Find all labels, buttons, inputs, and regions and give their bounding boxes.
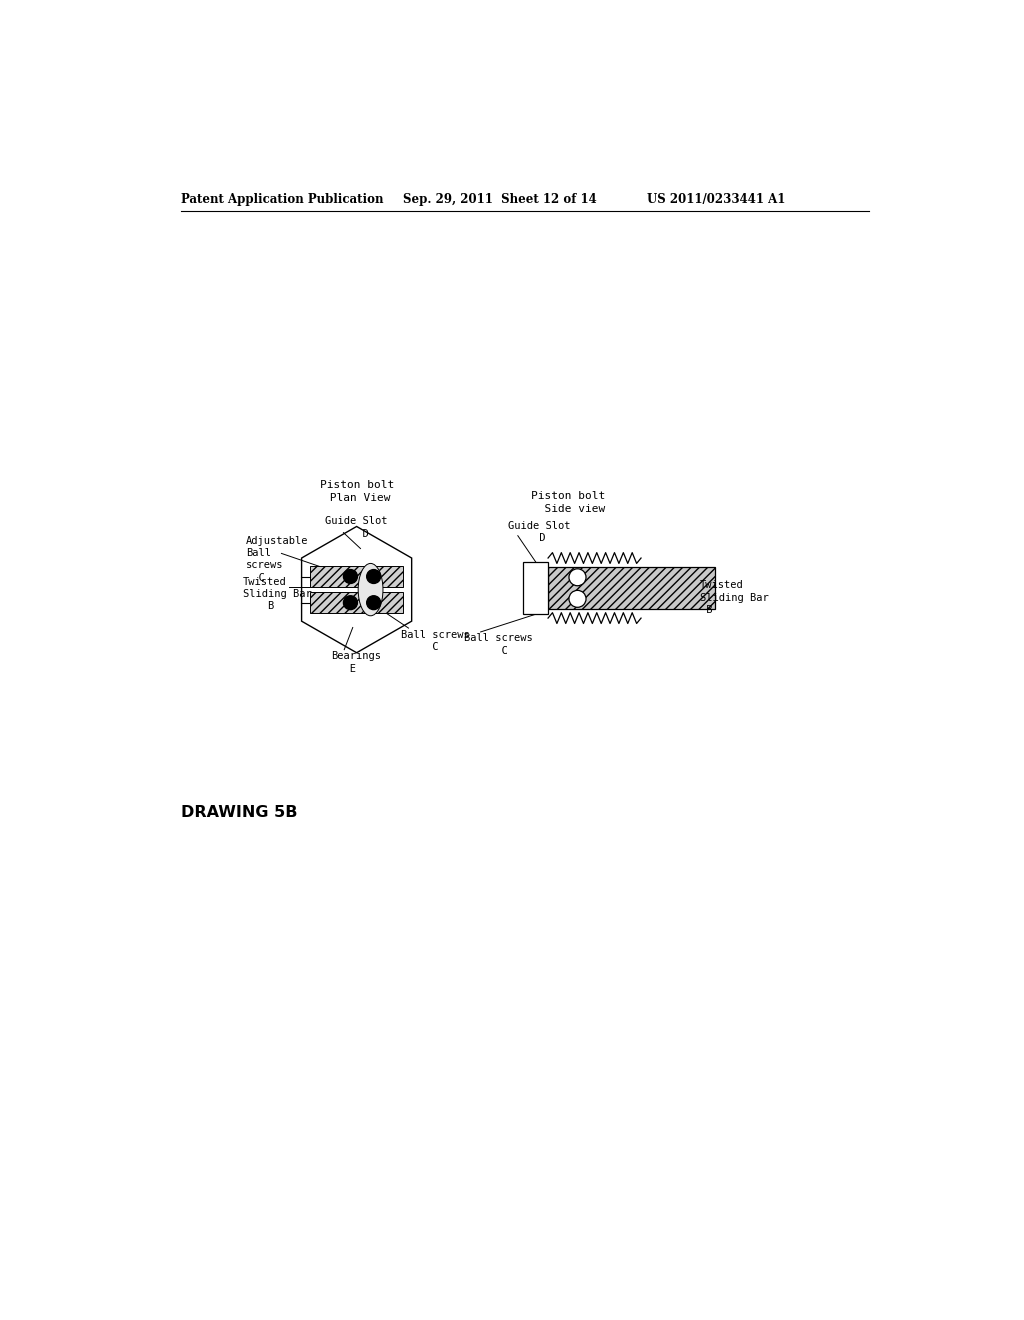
- Text: Piston bolt
 Plan View: Piston bolt Plan View: [319, 480, 394, 503]
- Text: Ball screws
     C: Ball screws C: [400, 630, 470, 652]
- Text: Guide Slot
     D: Guide Slot D: [508, 521, 570, 544]
- Bar: [310, 566, 403, 587]
- Text: Bearings
   E: Bearings E: [331, 651, 381, 673]
- Text: Sep. 29, 2011  Sheet 12 of 14: Sep. 29, 2011 Sheet 12 of 14: [403, 193, 597, 206]
- Bar: [310, 591, 403, 614]
- Circle shape: [343, 570, 357, 583]
- Circle shape: [367, 570, 381, 583]
- Text: Ball screws
      C: Ball screws C: [464, 634, 534, 656]
- Ellipse shape: [358, 564, 383, 615]
- Circle shape: [569, 590, 586, 607]
- Text: Twisted
Sliding Bar
    B: Twisted Sliding Bar B: [243, 577, 311, 611]
- Text: Piston bolt
  Side view: Piston bolt Side view: [531, 491, 605, 515]
- Text: Patent Application Publication: Patent Application Publication: [180, 193, 383, 206]
- Text: US 2011/0233441 A1: US 2011/0233441 A1: [647, 193, 785, 206]
- Circle shape: [367, 595, 381, 610]
- Circle shape: [569, 569, 586, 586]
- Bar: [523, 562, 548, 614]
- Text: Guide Slot
      D: Guide Slot D: [325, 516, 387, 539]
- Text: DRAWING 5B: DRAWING 5B: [180, 805, 297, 820]
- Bar: [548, 566, 715, 610]
- Circle shape: [343, 595, 357, 610]
- Text: Twisted
Sliding Bar
 B: Twisted Sliding Bar B: [700, 581, 769, 615]
- Text: Adjustable
Ball
screws
  C: Adjustable Ball screws C: [246, 536, 308, 583]
